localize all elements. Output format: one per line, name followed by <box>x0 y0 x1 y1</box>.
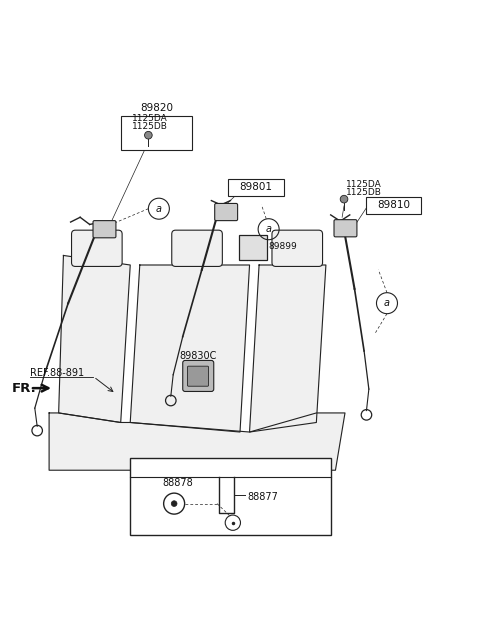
Text: 89830C: 89830C <box>180 351 217 361</box>
FancyBboxPatch shape <box>72 230 122 267</box>
Text: FR.: FR. <box>12 382 36 394</box>
Text: a: a <box>384 298 390 308</box>
Text: 88877: 88877 <box>247 492 278 502</box>
FancyBboxPatch shape <box>93 220 116 237</box>
Text: a: a <box>265 224 272 234</box>
Circle shape <box>171 501 177 507</box>
Bar <box>366 197 421 214</box>
Polygon shape <box>130 265 250 432</box>
Circle shape <box>340 196 348 203</box>
Text: 89801: 89801 <box>240 182 273 192</box>
Polygon shape <box>49 413 345 470</box>
FancyBboxPatch shape <box>188 366 208 386</box>
Text: 1125DB: 1125DB <box>132 122 168 131</box>
FancyBboxPatch shape <box>334 220 357 237</box>
Bar <box>130 458 331 535</box>
Text: 1125DA: 1125DA <box>346 180 382 189</box>
Text: 89899: 89899 <box>269 243 297 251</box>
Polygon shape <box>250 265 326 432</box>
FancyBboxPatch shape <box>272 230 323 267</box>
Text: 89820: 89820 <box>140 102 173 112</box>
FancyBboxPatch shape <box>239 236 267 260</box>
Bar <box>120 116 192 150</box>
Text: a: a <box>156 204 162 214</box>
Polygon shape <box>59 255 130 422</box>
Text: 1125DA: 1125DA <box>132 114 168 123</box>
Text: 1125DB: 1125DB <box>346 189 382 197</box>
Circle shape <box>144 131 152 139</box>
Text: a: a <box>142 464 147 472</box>
Bar <box>228 179 284 196</box>
Text: REF.88-891: REF.88-891 <box>30 368 84 378</box>
FancyBboxPatch shape <box>215 203 238 220</box>
FancyBboxPatch shape <box>183 361 214 391</box>
Text: 88878: 88878 <box>163 478 193 488</box>
Text: 89810: 89810 <box>377 201 410 210</box>
FancyBboxPatch shape <box>172 230 222 267</box>
